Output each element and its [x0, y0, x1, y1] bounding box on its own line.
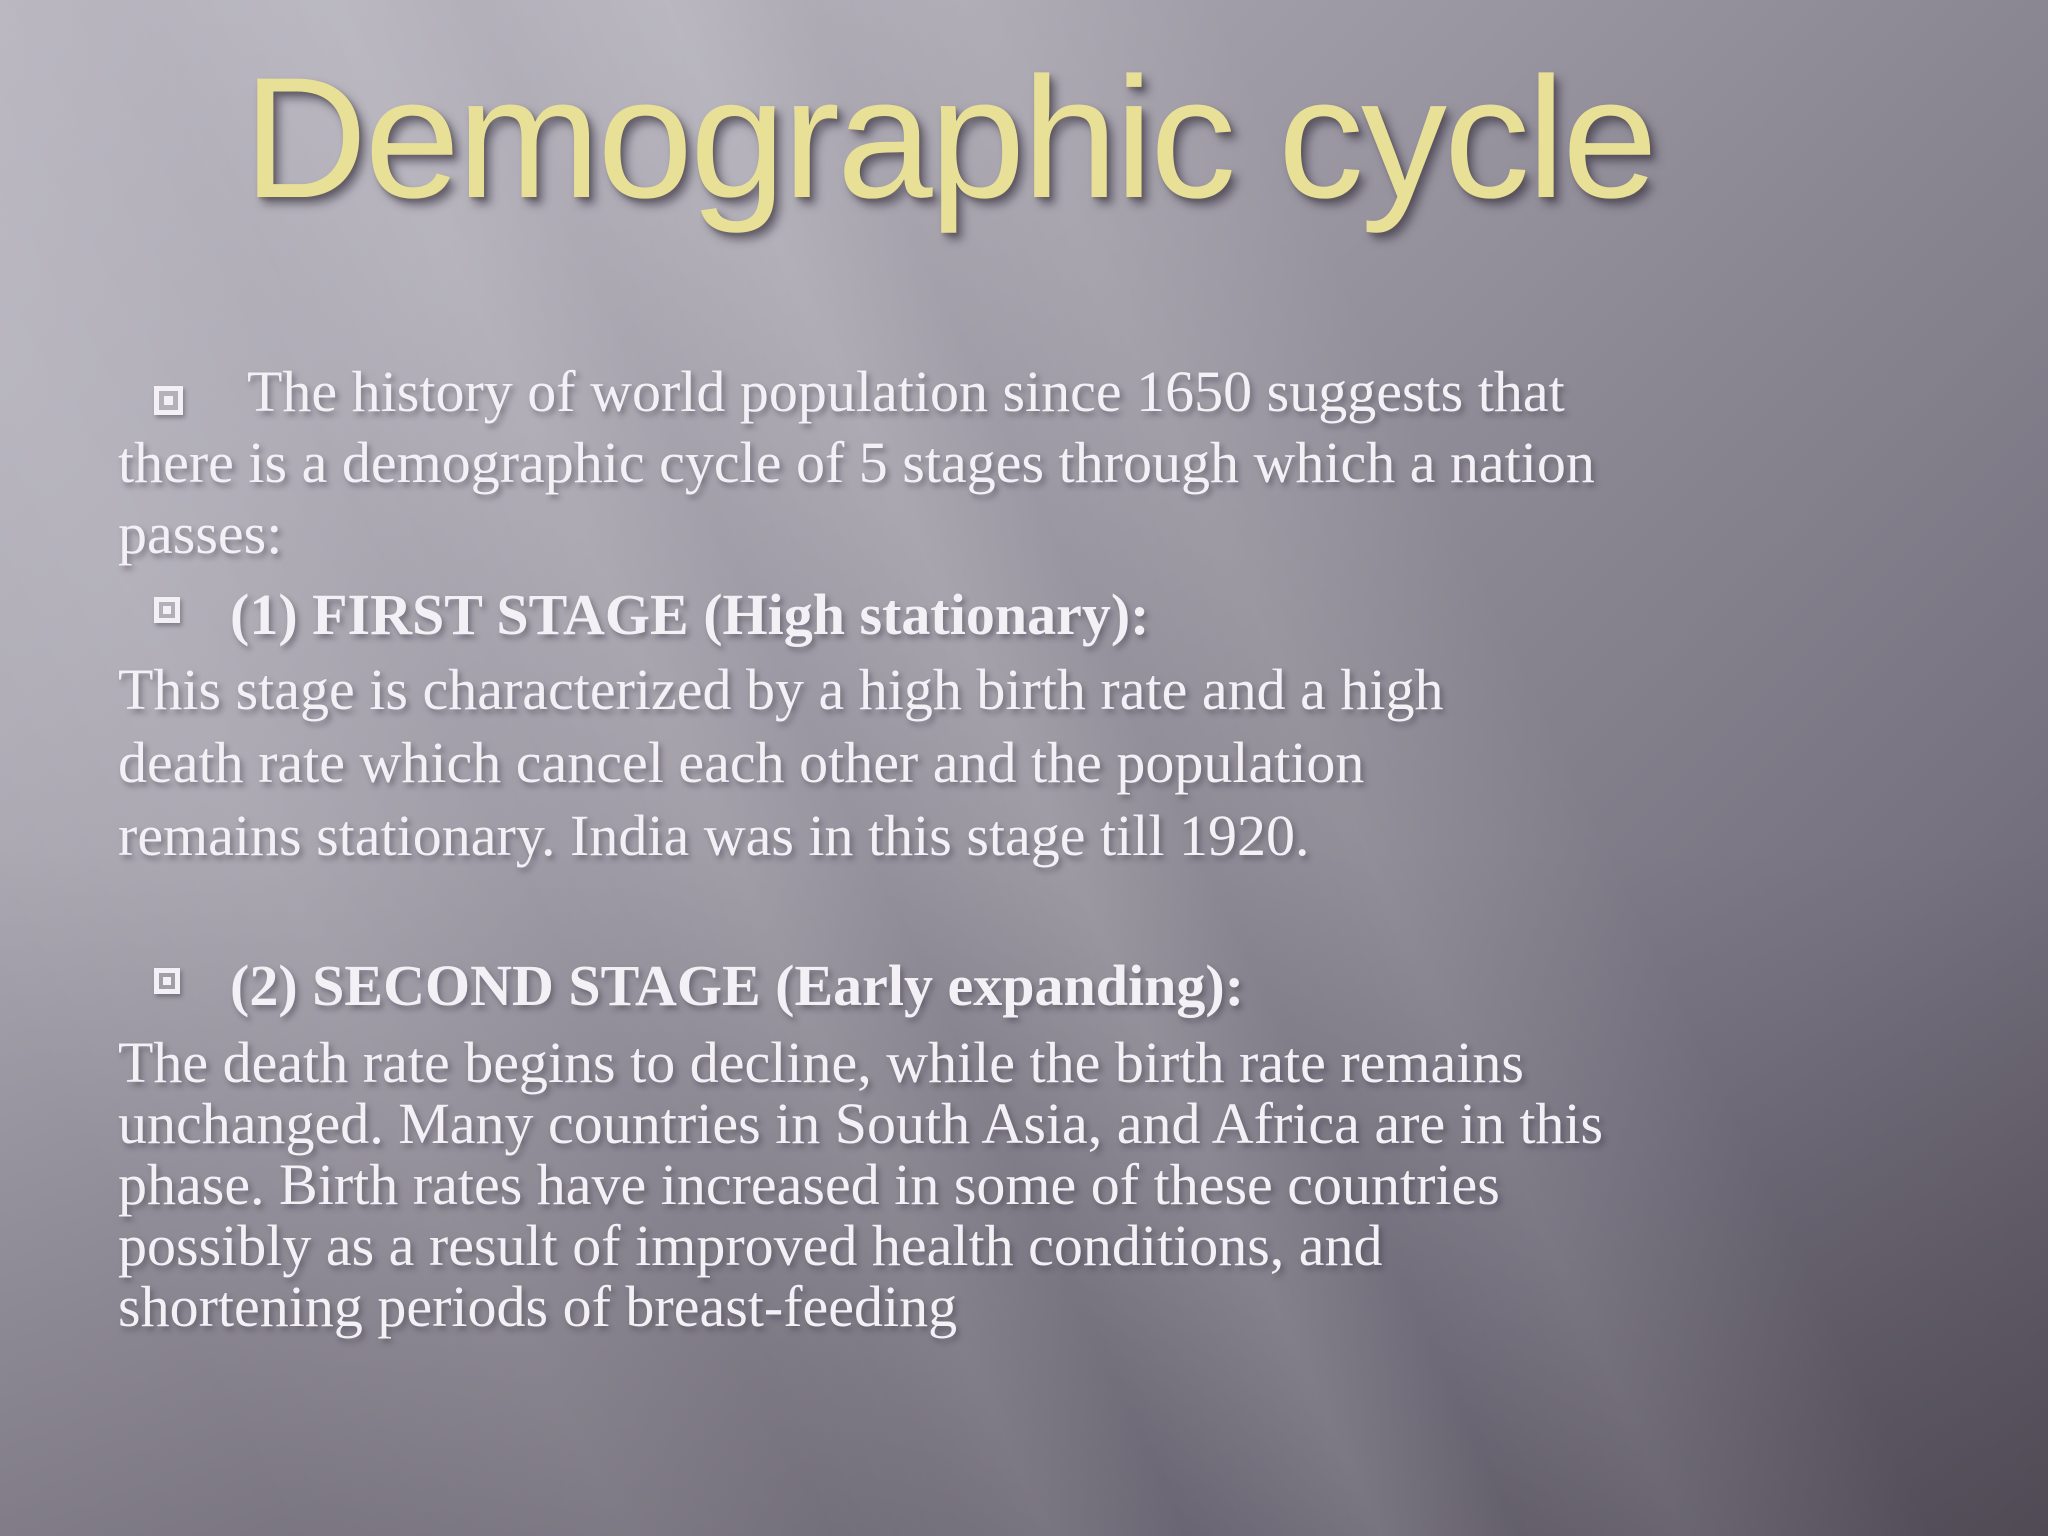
text-line: shortening periods of breast-feeding [118, 1274, 958, 1339]
section-2-heading: (2) SECOND STAGE (Early expanding): [118, 948, 1908, 1024]
text-line: This stage is characterized by a high bi… [118, 657, 1444, 722]
intro-text: The history of world population since 16… [118, 356, 1908, 569]
section-1-heading: (1) FIRST STAGE (High stationary): [118, 577, 1908, 653]
square-bullet-inner-icon [163, 606, 171, 614]
slide-title: Demographic cycle [243, 42, 1658, 234]
section-1-body: This stage is characterized by a high bi… [118, 653, 1908, 872]
text-line: phase. Birth rates have increased in som… [118, 1152, 1500, 1217]
text-line: passes: [118, 501, 283, 566]
text-line: there is a demographic cycle of 5 stages… [118, 430, 1595, 495]
section-2-heading-text: (2) SECOND STAGE (Early expanding): [230, 953, 1245, 1018]
text-line: The death rate begins to decline, while … [118, 1030, 1524, 1095]
text-line: The history of world population since 16… [247, 359, 1565, 424]
section-1-heading-text: (1) FIRST STAGE (High stationary): [230, 582, 1150, 647]
square-bullet-icon [154, 597, 180, 623]
square-bullet-icon [154, 386, 183, 415]
slide-body: The history of world population since 16… [118, 356, 1908, 1337]
text-line: possibly as a result of improved health … [118, 1213, 1383, 1278]
square-bullet-inner-icon [163, 977, 171, 985]
intro-paragraph: The history of world population since 16… [118, 356, 1908, 569]
square-bullet-icon [154, 968, 180, 994]
section-2-body: The death rate begins to decline, while … [118, 1032, 1908, 1337]
text-line: death rate which cancel each other and t… [118, 730, 1365, 795]
text-line: remains stationary. India was in this st… [118, 803, 1310, 868]
text-line: unchanged. Many countries in South Asia,… [118, 1091, 1604, 1156]
square-bullet-inner-icon [164, 396, 173, 405]
